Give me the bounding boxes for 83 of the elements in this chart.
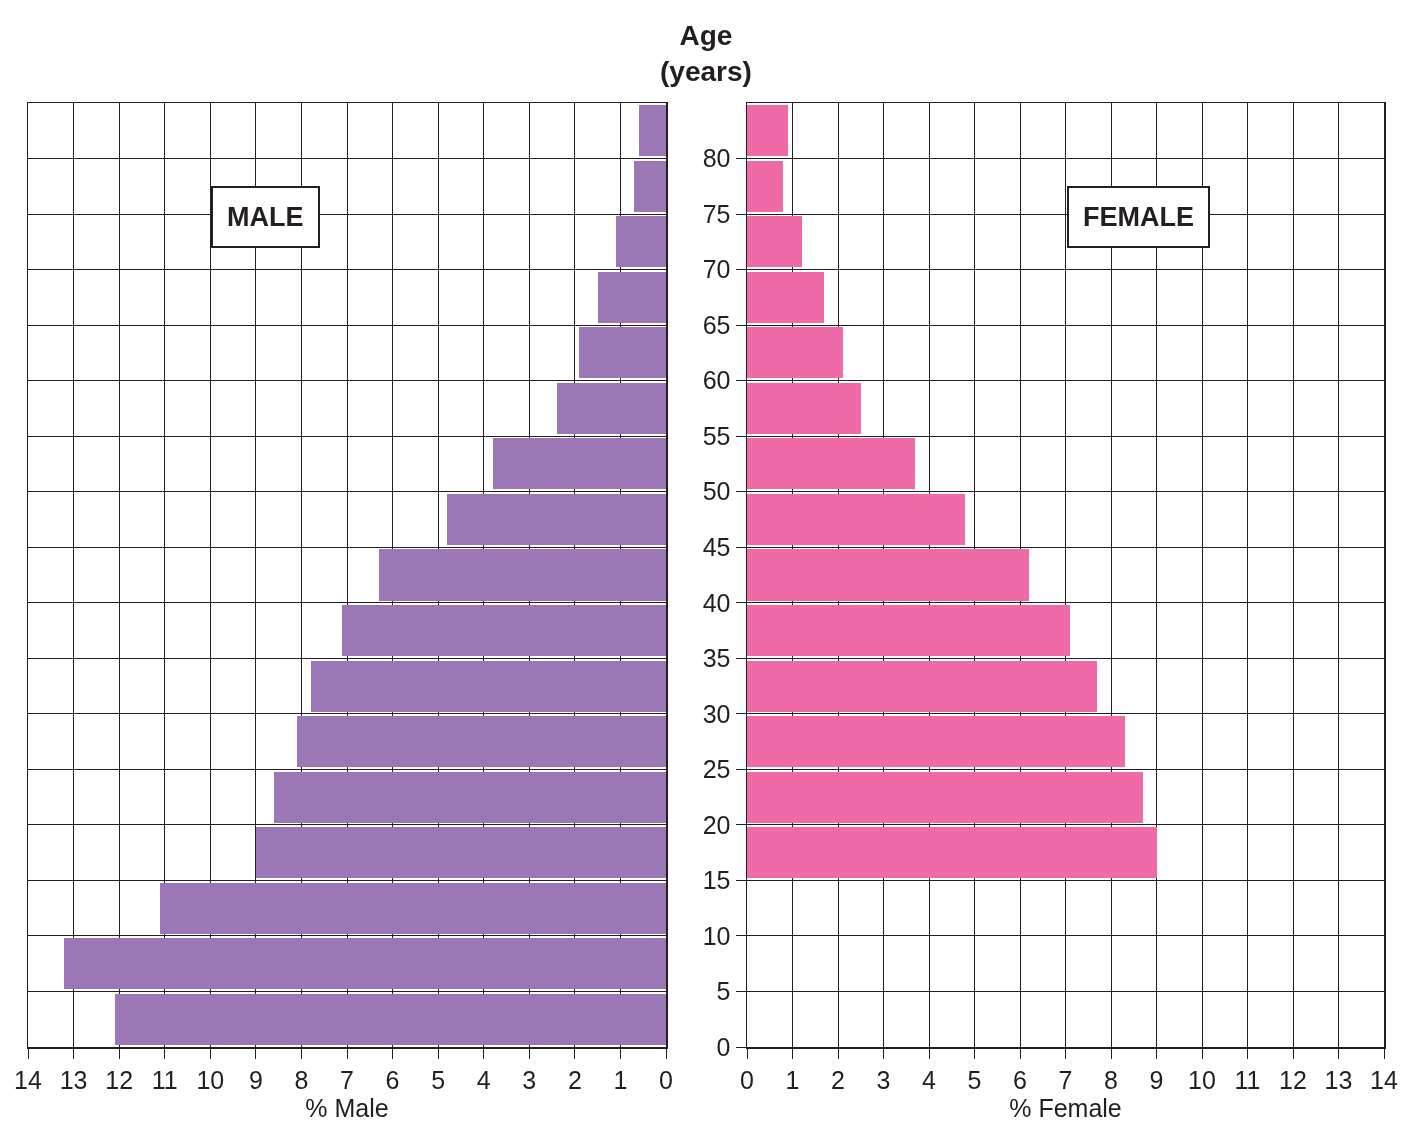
x-tick-label: 11 — [1234, 1065, 1261, 1094]
x-tick-label: 14 — [1370, 1065, 1398, 1094]
bar — [447, 493, 666, 546]
bar — [160, 882, 666, 934]
bar — [255, 827, 666, 879]
x-tick-label: 7 — [1058, 1065, 1073, 1094]
bar — [556, 382, 666, 434]
x-axis-title: % Female — [1009, 1093, 1122, 1122]
x-tick-label: 1 — [785, 1065, 800, 1094]
x-tick-label: 4 — [476, 1065, 491, 1094]
bar — [579, 327, 666, 379]
x-tick-label: 12 — [105, 1065, 134, 1094]
bar — [274, 771, 666, 823]
x-tick-label: 2 — [831, 1065, 845, 1094]
bar — [747, 604, 1071, 657]
x-tick-label: 10 — [196, 1065, 225, 1094]
y-tick-label: 50 — [702, 477, 731, 506]
y-tick-label: 40 — [702, 588, 731, 617]
x-tick-label: 13 — [59, 1065, 88, 1094]
x-tick-label: 8 — [294, 1065, 309, 1094]
y-axis-title: Age (years) — [660, 20, 752, 88]
bar — [638, 105, 666, 157]
bar — [597, 271, 666, 323]
bar — [310, 660, 666, 712]
y-tick-label: 5 — [716, 977, 731, 1006]
bar — [747, 771, 1143, 823]
x-tick-label: 8 — [1104, 1065, 1118, 1094]
bar — [378, 549, 666, 601]
x-tick-label: 2 — [567, 1065, 582, 1094]
y-tick-label: 15 — [702, 866, 731, 895]
x-axis-title: % Male — [305, 1093, 389, 1122]
bar — [747, 105, 788, 157]
bar — [747, 382, 861, 434]
y-tick-label: 25 — [702, 755, 731, 784]
x-tick-label: 0 — [740, 1065, 754, 1094]
y-tick-label: 80 — [702, 144, 731, 173]
x-tick-label: 11 — [151, 1065, 178, 1094]
bar — [296, 716, 666, 768]
bar — [114, 993, 666, 1045]
bar — [64, 938, 666, 990]
bar — [747, 827, 1157, 879]
y-tick-label: 75 — [702, 199, 731, 228]
annotation: FEMALE — [1083, 202, 1194, 232]
bar — [747, 716, 1125, 768]
bar — [615, 216, 666, 268]
bar — [492, 438, 666, 490]
x-tick-label: 13 — [1324, 1065, 1353, 1094]
y-tick-label: 55 — [702, 421, 731, 450]
x-tick-label: 5 — [967, 1065, 982, 1094]
y-tick-label: 20 — [702, 810, 731, 839]
bar — [747, 271, 825, 323]
y-tick-label: 45 — [702, 532, 731, 561]
x-tick-label: 4 — [922, 1065, 937, 1094]
annotation: MALE — [227, 202, 304, 232]
x-tick-label: 14 — [14, 1065, 42, 1094]
y-tick-label: 70 — [702, 255, 731, 284]
bar — [747, 660, 1098, 712]
x-tick-label: 6 — [1013, 1065, 1027, 1094]
x-tick-label: 3 — [522, 1065, 537, 1094]
bar — [634, 160, 666, 212]
x-tick-label: 6 — [385, 1065, 400, 1094]
y-tick-label: 35 — [702, 644, 731, 673]
x-tick-label: 1 — [613, 1065, 628, 1094]
y-tick-label: 10 — [702, 921, 731, 950]
y-tick-label: 60 — [702, 366, 731, 395]
y-tick-label: 30 — [702, 699, 731, 728]
bar — [747, 493, 966, 546]
bar — [747, 216, 802, 268]
x-tick-label: 9 — [1149, 1065, 1164, 1094]
bar — [747, 160, 784, 212]
x-tick-label: 5 — [431, 1065, 446, 1094]
bar — [747, 438, 916, 490]
x-tick-label: 12 — [1279, 1065, 1307, 1094]
x-tick-label: 9 — [248, 1065, 263, 1094]
x-tick-label: 3 — [876, 1065, 891, 1094]
x-tick-label: 10 — [1188, 1065, 1216, 1094]
x-tick-label: 7 — [340, 1065, 354, 1094]
bar — [342, 604, 666, 657]
x-tick-label: 0 — [659, 1065, 673, 1094]
bar — [747, 327, 843, 379]
y-tick-label: 0 — [716, 1032, 731, 1061]
bar — [747, 549, 1030, 601]
y-tick-label: 65 — [702, 310, 731, 339]
